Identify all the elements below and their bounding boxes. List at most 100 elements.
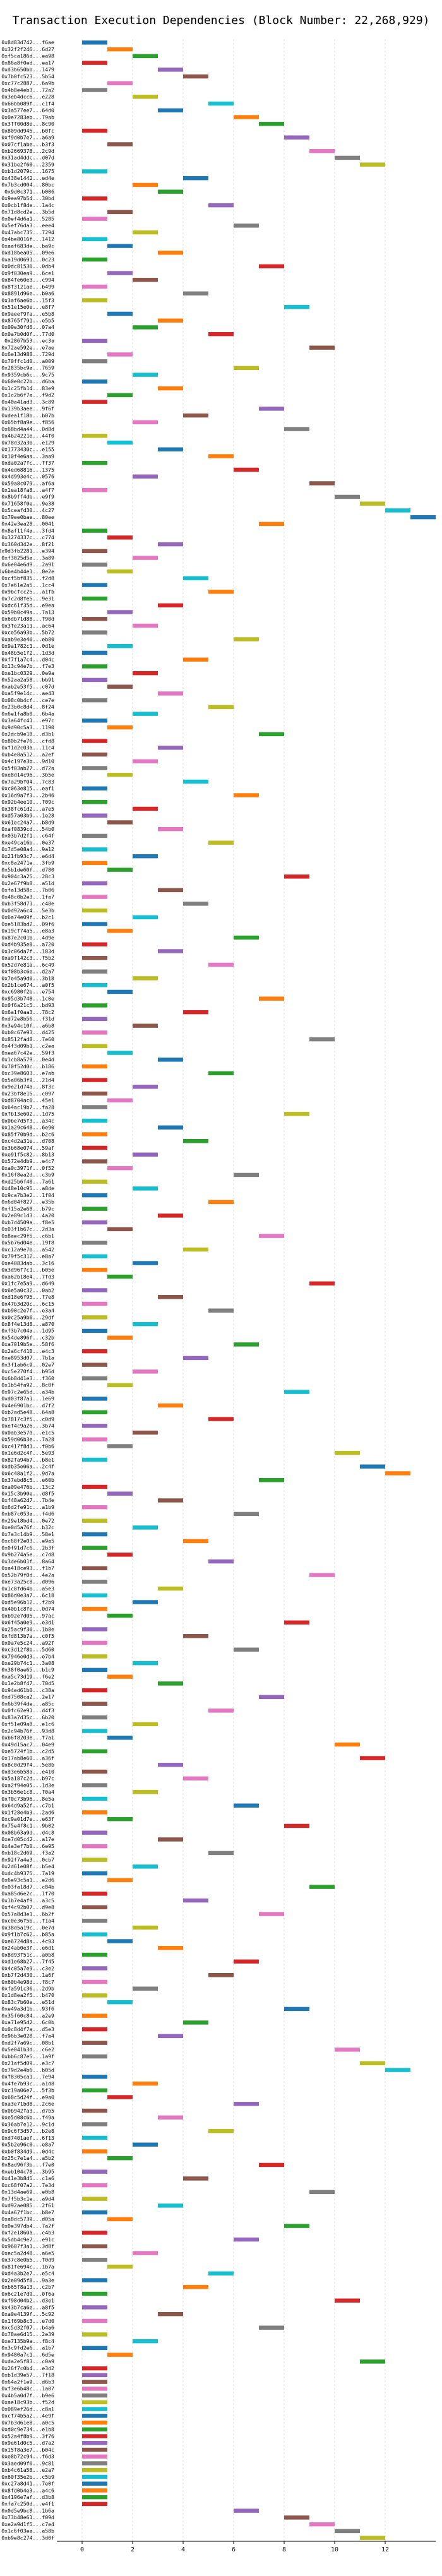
transaction-bar bbox=[158, 2115, 183, 2120]
transaction-bar bbox=[82, 881, 107, 886]
transaction-bar bbox=[208, 1708, 234, 1713]
y-tick-label: 0x9a1782c1...0d1e bbox=[1, 643, 54, 649]
transaction-bar bbox=[107, 1939, 133, 1943]
y-tick-label: 0x7b0fc523...5b54 bbox=[1, 73, 54, 80]
transaction-bar bbox=[107, 311, 133, 316]
y-tick-label: 0xa0c3971f...0f52 bbox=[1, 1165, 54, 1171]
y-tick-label: 0x5f03ab27...d72a bbox=[1, 765, 54, 771]
y-tick-label: 0x31be2f60...2359 bbox=[1, 161, 54, 167]
transaction-bar bbox=[133, 712, 158, 716]
y-tick-label: 0xb87c053a...f4d6 bbox=[1, 1511, 54, 1517]
transaction-bar bbox=[82, 2461, 107, 2466]
transaction-bar bbox=[133, 1023, 158, 1028]
transaction-bar bbox=[82, 2495, 107, 2500]
y-tick-label: 0x59d06b3e...7a28 bbox=[1, 1436, 54, 1443]
y-tick-label: 0xa2f94e05...1d3e bbox=[1, 1782, 54, 1788]
transaction-bar bbox=[234, 2508, 259, 2513]
transaction-bar bbox=[183, 1010, 208, 1015]
y-tick-label: 0x8af11f4a...3fd4 bbox=[1, 527, 54, 534]
transaction-bar bbox=[158, 108, 183, 112]
y-tick-label: 0x83a7d35c...6b20 bbox=[1, 1714, 54, 1720]
transaction-bar bbox=[82, 969, 107, 974]
transaction-bar bbox=[309, 1573, 335, 1577]
transaction-bar bbox=[82, 2149, 107, 2154]
y-tick-label: 0x809dd945...b0fc bbox=[1, 128, 54, 134]
y-tick-label: 0x37ebd8c5...e60b bbox=[1, 1477, 54, 1483]
y-tick-label: 0x75e4f8c1...9b02 bbox=[1, 1823, 54, 1829]
y-tick-label: 0xd92ae085...2f61 bbox=[1, 2202, 54, 2209]
transaction-bar bbox=[82, 1003, 107, 1008]
transaction-bar bbox=[82, 1857, 107, 1862]
y-tick-label: 0xe1bc0329...0e9a bbox=[1, 670, 54, 676]
transaction-bar bbox=[284, 1390, 309, 1394]
y-tick-label: 0xc5e270f4...b95d bbox=[1, 1368, 54, 1374]
transaction-bar bbox=[158, 189, 183, 194]
transaction-bar bbox=[82, 617, 107, 621]
transaction-bar bbox=[82, 739, 107, 743]
transaction-bar bbox=[133, 1600, 158, 1604]
y-tick-label: 0x26f7c0b4...e3d2 bbox=[1, 2365, 54, 2371]
y-tick-label: 0xdc61f35d...e9ea bbox=[1, 602, 54, 609]
transaction-bar bbox=[335, 2529, 360, 2534]
y-tick-label: 0xb0c67e93...d425 bbox=[1, 1029, 54, 1035]
y-tick-label: 0xdb35e06a...2c4f bbox=[1, 1464, 54, 1470]
transaction-bar bbox=[107, 1335, 133, 1340]
transaction-bar bbox=[82, 2013, 107, 2018]
transaction-bar bbox=[107, 868, 133, 872]
transaction-bar bbox=[82, 1607, 107, 1611]
y-tick-label: 0x17ab8e60...a36f bbox=[1, 1755, 54, 1761]
transaction-bar bbox=[208, 705, 234, 710]
transaction-bar bbox=[82, 2231, 107, 2235]
transaction-bar bbox=[107, 1878, 133, 1883]
transaction-bar bbox=[234, 467, 259, 472]
y-tick-label: 0xa8dc5739...d05a bbox=[1, 2216, 54, 2222]
transaction-bar bbox=[107, 440, 133, 445]
y-tick-label: 0xfd813b7a...c0f5 bbox=[1, 1633, 54, 1639]
transaction-bar bbox=[107, 1227, 133, 1232]
y-tick-label: 0x54de896f...c32b bbox=[1, 1334, 54, 1340]
transaction-bar bbox=[82, 2210, 107, 2215]
y-tick-label: 0x79ee0bae...80ee bbox=[1, 514, 54, 520]
transaction-bar bbox=[107, 1444, 133, 1448]
transaction-bar bbox=[82, 61, 107, 65]
y-tick-label: 0x86d0e3a7...6c18 bbox=[1, 1592, 54, 1599]
x-axis: 0 2 4 6 8 10 12 bbox=[57, 2541, 436, 2553]
transaction-bar bbox=[82, 1952, 107, 1957]
y-tick-label: 0x4e6901bc...d7f2 bbox=[1, 1402, 54, 1409]
y-tick-label: 0xb65f8a13...c2b7 bbox=[1, 2284, 54, 2290]
transaction-bar bbox=[284, 1620, 309, 1625]
y-tick-label: 0x5b1de60f...d780 bbox=[1, 866, 54, 873]
y-tick-label: 0x3c06da7f...183d bbox=[1, 948, 54, 954]
y-tick-label: 0x0cb1f8de...1a4c bbox=[1, 202, 54, 208]
transaction-bar bbox=[82, 908, 107, 913]
y-tick-label: 0xb9e8c274...3d0f bbox=[1, 2534, 54, 2541]
y-tick-label: 0xaf0839cd...54b0 bbox=[1, 826, 54, 832]
transaction-bar bbox=[208, 1973, 234, 1977]
transaction-bar bbox=[82, 379, 107, 384]
y-tick-label: 0xd5e96b12...f2b9 bbox=[1, 1599, 54, 1605]
y-tick-label: 0x6ba4b44e1...0e2e bbox=[0, 568, 54, 575]
y-tick-label: 0xe49ca16b...0e37 bbox=[1, 839, 54, 845]
y-tick-label: 0x85f70b9d...b2c6 bbox=[1, 1131, 54, 1137]
y-tick-label: 0x7b3cd004...80bc bbox=[1, 182, 54, 188]
y-tick-label: 0x8891d96e...b0a6 bbox=[1, 290, 54, 297]
transaction-bar bbox=[82, 1288, 107, 1292]
transaction-bar bbox=[82, 2169, 107, 2174]
transaction-bar bbox=[234, 793, 259, 797]
transaction-bar bbox=[82, 2135, 107, 2140]
y-tick-label: 0x1c2b6f7a...f9d2 bbox=[1, 392, 54, 398]
transaction-bar bbox=[133, 54, 158, 59]
transaction-bar bbox=[335, 1451, 360, 1455]
transaction-bar bbox=[82, 1484, 107, 1489]
transaction-bar bbox=[107, 352, 133, 357]
y-tick-label: 0x72ae592e...e7ae bbox=[1, 344, 54, 350]
y-tick-label: 0x60f35e2b...c5b9 bbox=[1, 2474, 54, 2480]
y-tick-label: 0xa7019b5e...58f6 bbox=[1, 1341, 54, 1347]
y-tick-label: 0x2dcb9e18...d3b1 bbox=[1, 731, 54, 737]
y-tick-label: 0xeb104c78...3b95 bbox=[1, 2168, 54, 2174]
transaction-bar bbox=[158, 746, 183, 750]
transaction-bar bbox=[82, 800, 107, 804]
y-tick-label: 0x8f4e13d8...a870 bbox=[1, 1321, 54, 1327]
transaction-bar bbox=[133, 976, 158, 981]
